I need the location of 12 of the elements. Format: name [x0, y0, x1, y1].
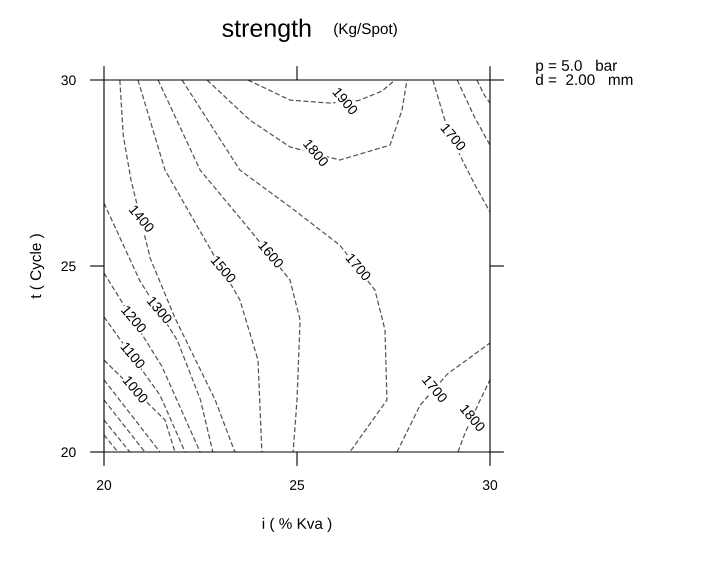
y-tick-label: 20	[61, 447, 76, 458]
x-tick-label: 30	[482, 480, 498, 490]
text: p = 5.0 bar	[536, 60, 618, 74]
x-axis-title: i ( % Kva )	[262, 518, 332, 532]
x-tick-label: 20	[96, 480, 112, 490]
chart-subtitle: (Kg/Spot)	[334, 22, 397, 38]
y-tick-label: 30	[61, 75, 76, 86]
x-tick-label: 25	[290, 480, 304, 490]
text: d = 2.00 mm	[536, 74, 632, 86]
y-tick-label: 25	[61, 261, 76, 272]
y-axis-title: t ( Cycle )	[30, 234, 44, 298]
chart-title: strength	[222, 18, 310, 42]
